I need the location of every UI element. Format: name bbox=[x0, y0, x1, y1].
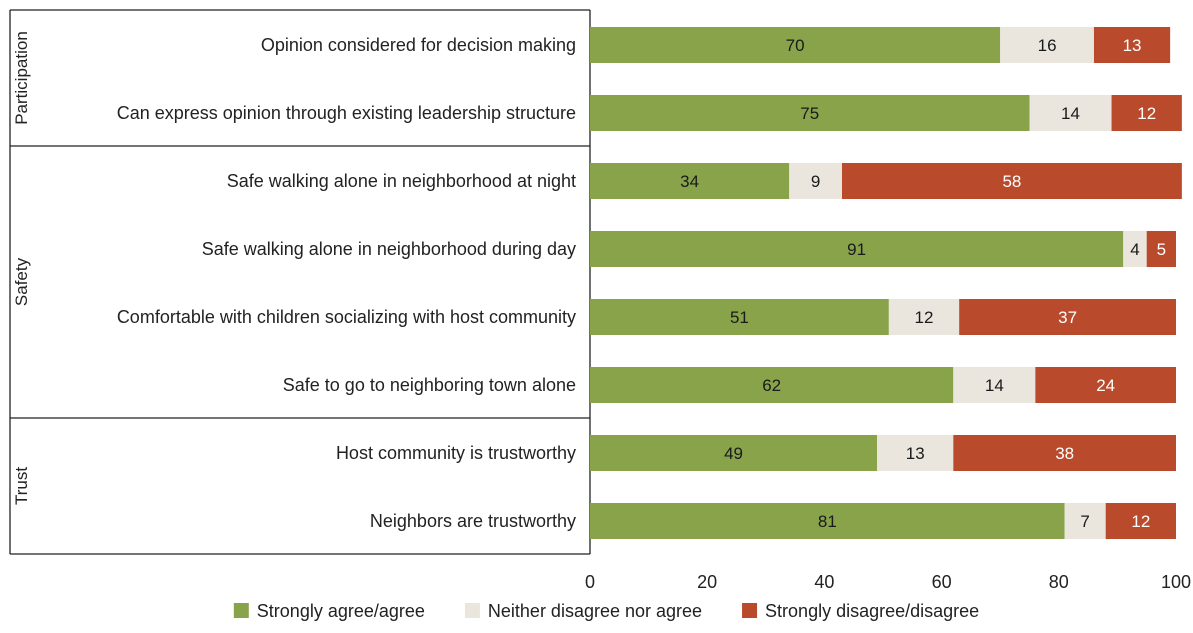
data-label: 34 bbox=[680, 172, 699, 191]
category-label: Opinion considered for decision making bbox=[261, 35, 576, 55]
category-label: Host community is trustworthy bbox=[336, 443, 576, 463]
data-label: 81 bbox=[818, 512, 837, 531]
bar-segment-neither bbox=[953, 367, 1036, 403]
data-label: 12 bbox=[1131, 512, 1150, 531]
bar-segment-agree bbox=[590, 231, 1124, 267]
bar-segment-agree bbox=[590, 299, 889, 335]
data-label: 51 bbox=[730, 308, 749, 327]
bar-segment-disagree bbox=[953, 435, 1176, 471]
data-label: 75 bbox=[800, 104, 819, 123]
bar-segment-disagree bbox=[1105, 503, 1176, 539]
bar-segment-agree bbox=[590, 163, 790, 199]
data-label: 7 bbox=[1080, 512, 1089, 531]
data-label: 14 bbox=[1061, 104, 1080, 123]
bar-segment-agree bbox=[590, 27, 1001, 63]
data-label: 5 bbox=[1157, 240, 1166, 259]
data-label: 58 bbox=[1002, 172, 1021, 191]
bar-segment-agree bbox=[590, 435, 878, 471]
data-label: 9 bbox=[811, 172, 820, 191]
bar-segment-neither bbox=[1064, 503, 1106, 539]
x-tick-label: 100 bbox=[1161, 572, 1191, 592]
bar-segment-agree bbox=[590, 367, 954, 403]
x-tick-label: 40 bbox=[814, 572, 834, 592]
bar-segment-disagree bbox=[1035, 367, 1176, 403]
bar-segment-neither bbox=[789, 163, 842, 199]
data-label: 91 bbox=[847, 240, 866, 259]
group-label-safety: Safety bbox=[12, 257, 31, 306]
bar-segment-neither bbox=[1000, 27, 1094, 63]
category-label: Can express opinion through existing lea… bbox=[117, 103, 576, 123]
bar-segment-disagree bbox=[959, 299, 1176, 335]
legend-label: Strongly agree/agree bbox=[257, 601, 425, 621]
bar-segment-disagree bbox=[1111, 95, 1182, 131]
data-label: 13 bbox=[906, 444, 925, 463]
data-label: 70 bbox=[786, 36, 805, 55]
legend-label: Strongly disagree/disagree bbox=[765, 601, 979, 621]
data-label: 14 bbox=[985, 376, 1004, 395]
x-tick-label: 60 bbox=[932, 572, 952, 592]
data-label: 16 bbox=[1038, 36, 1057, 55]
data-label: 37 bbox=[1058, 308, 1077, 327]
bar-segment-disagree bbox=[841, 163, 1182, 199]
data-label: 38 bbox=[1055, 444, 1074, 463]
bar-segment-neither bbox=[877, 435, 954, 471]
bar-segment-disagree bbox=[1093, 27, 1171, 63]
bar-segment-disagree bbox=[1146, 231, 1176, 267]
x-tick-label: 0 bbox=[585, 572, 595, 592]
data-label: 12 bbox=[915, 308, 934, 327]
data-label: 13 bbox=[1123, 36, 1142, 55]
data-label: 49 bbox=[724, 444, 743, 463]
legend-swatch bbox=[464, 603, 480, 618]
category-label: Safe walking alone in neighborhood durin… bbox=[202, 239, 576, 259]
x-tick-label: 80 bbox=[1049, 572, 1069, 592]
bar-segment-neither bbox=[1029, 95, 1112, 131]
x-tick-label: 20 bbox=[697, 572, 717, 592]
data-label: 24 bbox=[1096, 376, 1115, 395]
category-label: Comfortable with children socializing wi… bbox=[117, 307, 576, 327]
category-label: Safe to go to neighboring town alone bbox=[283, 375, 576, 395]
bar-segment-neither bbox=[1123, 231, 1147, 267]
bar-segment-agree bbox=[590, 95, 1030, 131]
data-label: 62 bbox=[762, 376, 781, 395]
bar-segment-neither bbox=[888, 299, 960, 335]
category-label: Neighbors are trustworthy bbox=[370, 511, 576, 531]
legend-swatch bbox=[233, 603, 249, 618]
data-label: 4 bbox=[1130, 240, 1139, 259]
group-label-trust: Trust bbox=[12, 467, 31, 505]
data-label: 12 bbox=[1137, 104, 1156, 123]
category-label: Safe walking alone in neighborhood at ni… bbox=[227, 171, 576, 191]
legend-swatch bbox=[742, 603, 758, 618]
bar-segment-agree bbox=[590, 503, 1065, 539]
group-label-participation: Participation bbox=[12, 31, 31, 125]
legend-label: Neither disagree nor agree bbox=[488, 601, 702, 621]
